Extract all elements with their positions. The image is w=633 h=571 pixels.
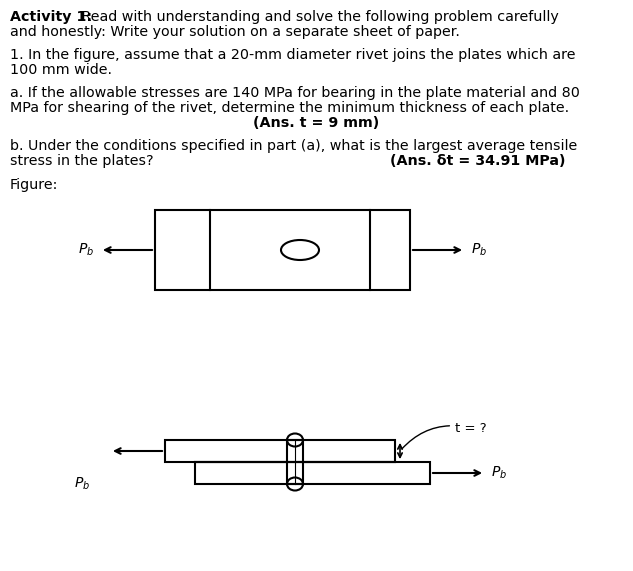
Text: MPa for shearing of the rivet, determine the minimum thickness of each plate.: MPa for shearing of the rivet, determine… (10, 101, 569, 115)
Text: Activity 1:: Activity 1: (10, 10, 92, 24)
Text: Figure:: Figure: (10, 178, 58, 192)
Text: 100 mm wide.: 100 mm wide. (10, 63, 112, 77)
Text: P$_b$: P$_b$ (78, 242, 94, 258)
Text: (Ans. δt = 34.91 MPa): (Ans. δt = 34.91 MPa) (390, 154, 565, 168)
Bar (165, 440, 395, 462)
Text: 1. In the figure, assume that a 20-mm diameter rivet joins the plates which are: 1. In the figure, assume that a 20-mm di… (10, 48, 575, 62)
Text: and honestly: Write your solution on a separate sheet of paper.: and honestly: Write your solution on a s… (10, 25, 460, 39)
Text: (Ans. t = 9 mm): (Ans. t = 9 mm) (253, 116, 379, 130)
Text: P$_b$: P$_b$ (471, 242, 487, 258)
Bar (287, 440, 303, 484)
Bar (155, 210, 410, 290)
Text: b. Under the conditions specified in part (a), what is the largest average tensi: b. Under the conditions specified in par… (10, 139, 577, 153)
Text: Read with understanding and solve the following problem carefully: Read with understanding and solve the fo… (77, 10, 559, 24)
Text: t = ?: t = ? (402, 421, 487, 449)
Text: a. If the allowable stresses are 140 MPa for bearing in the plate material and 8: a. If the allowable stresses are 140 MPa… (10, 86, 580, 100)
Text: P$_b$: P$_b$ (74, 476, 90, 492)
Text: P$_b$: P$_b$ (491, 465, 507, 481)
Bar (195, 462, 430, 484)
Text: stress in the plates?: stress in the plates? (10, 154, 154, 168)
